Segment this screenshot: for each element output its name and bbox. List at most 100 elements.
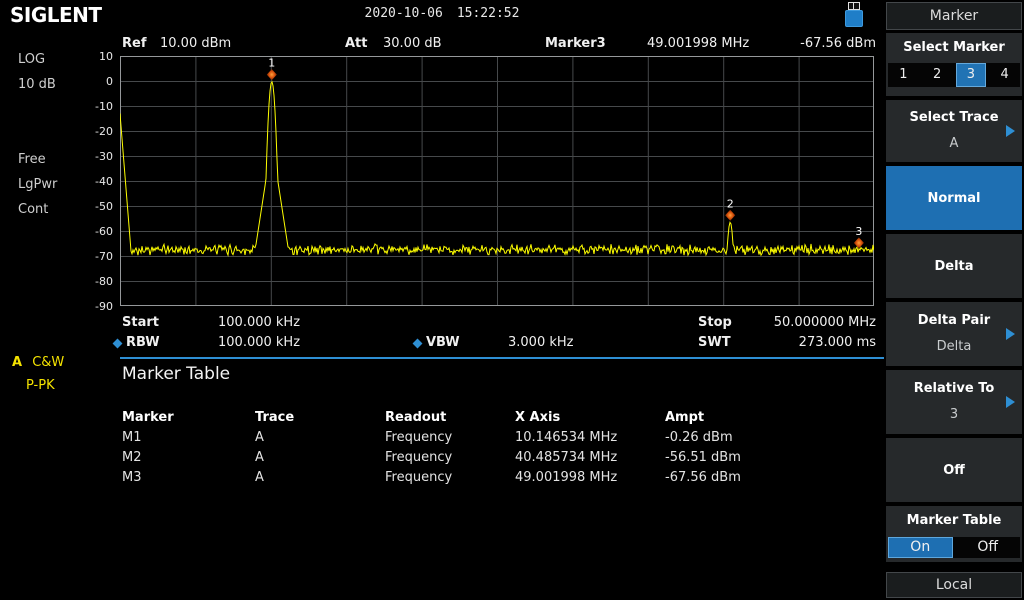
marker-table-header: Ampt	[665, 410, 705, 425]
rbw-bullet-icon	[112, 338, 123, 349]
amp-scale-label: 10 dB	[18, 77, 56, 92]
usb-device-icon	[844, 2, 864, 28]
y-axis-label: -20	[95, 125, 113, 138]
trace-a-polyline	[119, 80, 875, 258]
y-axis-label: -80	[95, 275, 113, 288]
marker-readout-freq: 49.001998 MHz	[647, 36, 750, 51]
date-label: 2020-10-06	[364, 6, 443, 21]
trace-mode-label: C&W	[32, 355, 65, 370]
time-label: 15:22:52	[456, 6, 520, 21]
vbw-bullet-icon	[412, 338, 423, 349]
select-trace-value: A	[949, 136, 959, 151]
marker-table-cell: -0.26 dBm	[665, 430, 733, 445]
spectrum-canvas: 1 2 3	[119, 56, 875, 306]
relative-to-label: Relative To	[913, 381, 995, 396]
stop-label: Stop	[698, 315, 732, 330]
ref-value: 10.00 dBm	[160, 36, 232, 51]
marker-table-cell: -56.51 dBm	[665, 450, 741, 465]
y-axis-label: -70	[95, 250, 113, 263]
marker-1-diamond-icon	[266, 69, 277, 81]
divider-line	[120, 357, 884, 359]
y-axis-label: -10	[95, 100, 113, 113]
select-trace-button[interactable]: Select Trace A	[886, 100, 1022, 162]
select-marker-option-4[interactable]: 4	[989, 63, 1020, 87]
marker-table-on-button[interactable]: On	[888, 537, 953, 558]
marker-table-header: Trace	[255, 410, 295, 425]
delta-button-label: Delta	[934, 258, 974, 274]
marker-table-header: Marker	[122, 410, 174, 425]
delta-pair-button[interactable]: Delta Pair Delta	[886, 302, 1022, 366]
marker-table-cell: M3	[122, 470, 142, 485]
marker-table: Marker Trace Readout X Axis Ampt M1 A Frequency…	[122, 410, 825, 490]
y-axis-label: -60	[95, 225, 113, 238]
marker-table-cell: -67.56 dBm	[665, 470, 741, 485]
sweep-mode-label: Cont	[18, 202, 49, 217]
select-marker-option-3[interactable]: 3	[955, 63, 987, 87]
vbw-label: VBW	[426, 335, 460, 350]
y-axis-label: 0	[106, 75, 113, 88]
marker-1-label: 1	[268, 57, 275, 70]
usb-plug-icon	[848, 2, 860, 10]
detector-label: P-PK	[26, 378, 55, 393]
y-axis-label: 10	[99, 50, 113, 63]
menu-title: Marker	[886, 2, 1022, 30]
marker-table-header: X Axis	[515, 410, 561, 425]
marker-3-diamond-icon	[853, 237, 864, 249]
amp-scale-type-label: LOG	[18, 52, 46, 67]
marker-table-cell: M1	[122, 430, 142, 445]
swt-label: SWT	[698, 335, 731, 350]
relative-to-button[interactable]: Relative To 3	[886, 370, 1022, 434]
vbw-value: 3.000 kHz	[508, 335, 574, 350]
start-label: Start	[122, 315, 159, 330]
select-marker-option-1[interactable]: 1	[888, 63, 919, 87]
marker-2-diamond-icon	[725, 209, 736, 221]
delta-pair-label: Delta Pair	[917, 313, 991, 328]
trace-id-label: A	[12, 355, 23, 370]
delta-pair-value: Delta	[936, 339, 972, 354]
rbw-value: 100.000 kHz	[218, 335, 301, 350]
marker-table-cell: Frequency	[385, 470, 453, 485]
off-button[interactable]: Off	[886, 438, 1022, 502]
usb-body-icon	[845, 10, 863, 27]
marker-table-cell: A	[255, 450, 264, 465]
start-value: 100.000 kHz	[218, 315, 301, 330]
spectrum-plot: 1 2 3	[119, 56, 875, 306]
marker-readout-ampt: -67.56 dBm	[800, 36, 876, 51]
marker-table-cell: 49.001998 MHz	[515, 470, 618, 485]
plot-border	[120, 56, 874, 306]
marker-table-cell: M2	[122, 450, 142, 465]
normal-button[interactable]: Normal	[886, 166, 1022, 230]
select-trace-label: Select Trace	[909, 110, 999, 125]
y-axis-labels: 10 0 -10 -20 -30 -40 -50 -60 -70 -80 -90	[78, 50, 116, 313]
delta-button[interactable]: Delta	[886, 234, 1022, 298]
local-button[interactable]: Local	[886, 572, 1022, 598]
select-marker-label: Select Marker	[903, 40, 1005, 55]
marker-table-cell: 40.485734 MHz	[515, 450, 618, 465]
y-axis-label: -30	[95, 150, 113, 163]
stop-value: 50.000000 MHz	[773, 315, 876, 330]
normal-button-label: Normal	[927, 190, 981, 206]
marker-table-cell: Frequency	[385, 430, 453, 445]
y-axis-label: -40	[95, 175, 113, 188]
y-axis-label: -50	[95, 200, 113, 213]
marker-table-cell: A	[255, 470, 264, 485]
marker-table-title: Marker Table	[122, 364, 231, 384]
marker-readout-name: Marker3	[545, 36, 606, 51]
swt-value: 273.000 ms	[798, 335, 876, 350]
marker-table-off-button[interactable]: Off	[955, 537, 1020, 558]
rbw-label: RBW	[126, 335, 160, 350]
trigger-label: Free	[18, 152, 46, 167]
brand-logo: SIGLENT	[10, 3, 102, 27]
att-label: Att	[345, 36, 368, 51]
marker-table-cell: Frequency	[385, 450, 453, 465]
marker-table-cell: 10.146534 MHz	[515, 430, 618, 445]
select-marker-option-2[interactable]: 2	[921, 63, 953, 87]
ref-label: Ref	[122, 36, 147, 51]
submenu-arrow-icon	[1006, 396, 1015, 408]
marker-3-label: 3	[855, 225, 862, 238]
submenu-arrow-icon	[1006, 328, 1015, 340]
